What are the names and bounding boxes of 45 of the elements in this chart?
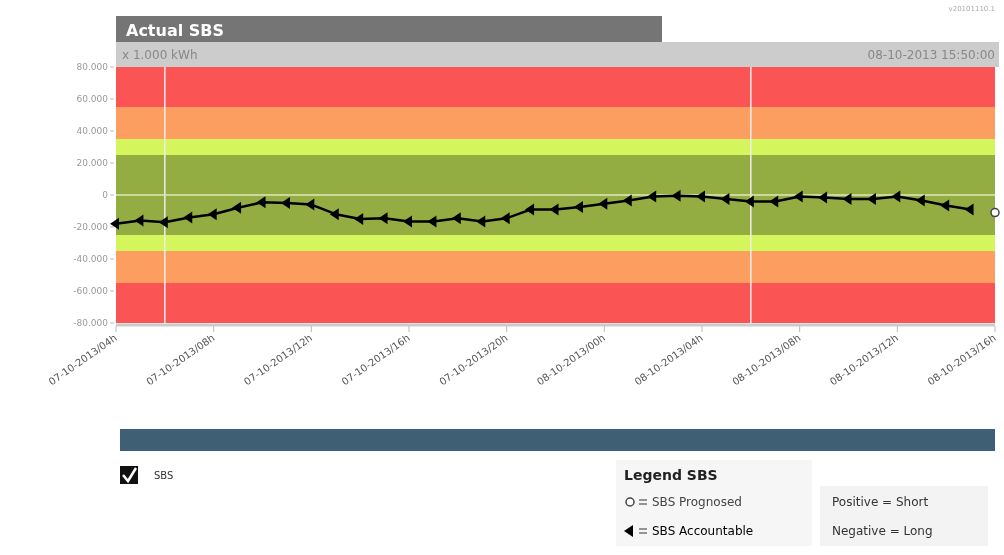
- text: Negative = Long: [832, 524, 933, 538]
- point: [964, 203, 974, 216]
- y-tick-label: 0: [102, 190, 109, 200]
- point: [183, 211, 193, 224]
- point: [207, 208, 217, 221]
- point: [451, 212, 461, 225]
- point: [793, 190, 803, 203]
- y-tick-label: -20.000: [73, 222, 109, 232]
- y-tick-label: -40.000: [73, 254, 109, 264]
- text: SBS: [154, 470, 174, 481]
- point: [769, 195, 779, 208]
- y-tick-label: -60.000: [73, 286, 109, 296]
- point: [818, 191, 828, 204]
- point: [647, 190, 657, 203]
- point: [842, 193, 852, 205]
- point: [378, 212, 388, 225]
- point: [354, 213, 364, 225]
- point: [573, 201, 583, 213]
- point: [525, 203, 535, 216]
- point: [622, 194, 632, 207]
- text: SBS Accountable: [652, 524, 754, 538]
- point: [891, 190, 901, 203]
- y-tick-label: 40.000: [76, 126, 109, 136]
- point: [940, 199, 950, 212]
- chart-title: Actual SBS: [126, 21, 224, 40]
- text: Positive = Short: [832, 495, 929, 509]
- y-tick-label: 60.000: [76, 94, 109, 104]
- legend-title: Legend SBS: [624, 467, 718, 483]
- point: [744, 195, 754, 208]
- point: [549, 203, 559, 216]
- point: [305, 198, 315, 211]
- y-tick-label: -80.000: [73, 318, 109, 328]
- point: [915, 194, 925, 207]
- text: 08-10-2013 15:50:00: [867, 48, 995, 62]
- point: [990, 207, 1000, 218]
- y-axis-title: x 1.000 kWh: [122, 48, 198, 62]
- point: [598, 197, 608, 210]
- point: [329, 208, 339, 221]
- point: [500, 212, 510, 225]
- point: [476, 215, 486, 228]
- point: [232, 201, 242, 214]
- point: [256, 196, 266, 209]
- y-tick-label: 80.000: [76, 62, 109, 72]
- text: SBS Prognosed: [652, 495, 742, 509]
- y-tick-label: 20.000: [76, 158, 109, 168]
